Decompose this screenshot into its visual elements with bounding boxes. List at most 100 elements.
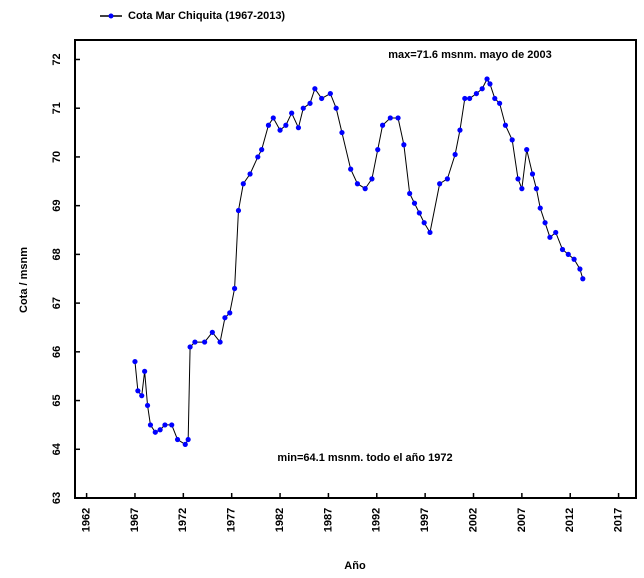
data-point xyxy=(416,210,422,216)
data-point xyxy=(492,95,498,102)
data-point xyxy=(142,368,148,374)
x-tick-label: 1972 xyxy=(177,508,189,532)
y-tick-label: 63 xyxy=(51,492,63,504)
x-axis-label: Año xyxy=(344,560,366,572)
data-point xyxy=(235,207,242,214)
data-point xyxy=(327,90,333,97)
data-point xyxy=(421,220,427,226)
data-point xyxy=(300,105,306,111)
data-point xyxy=(387,115,393,121)
data-point xyxy=(227,310,233,316)
data-point xyxy=(339,129,345,136)
data-point xyxy=(255,154,261,160)
data-point xyxy=(307,100,313,106)
data-point xyxy=(135,388,141,394)
y-tick-label: 66 xyxy=(51,346,63,358)
data-point xyxy=(162,422,168,428)
y-tick-label: 72 xyxy=(51,53,63,65)
data-point xyxy=(157,427,163,433)
data-point xyxy=(152,429,158,435)
data-point xyxy=(519,186,525,192)
data-point xyxy=(407,190,413,197)
data-point xyxy=(240,181,246,187)
data-point xyxy=(277,127,283,133)
y-axis-label: Cota / msnm xyxy=(18,247,30,313)
y-tick-label: 68 xyxy=(51,248,63,260)
x-tick-label: 2012 xyxy=(564,508,576,532)
data-point xyxy=(502,122,509,128)
data-point xyxy=(222,315,228,321)
data-point xyxy=(580,276,586,282)
data-point xyxy=(265,122,272,128)
data-point xyxy=(369,176,375,182)
data-point xyxy=(283,122,289,128)
data-point xyxy=(379,122,386,128)
x-tick-label: 1997 xyxy=(419,508,431,532)
data-point xyxy=(187,344,193,350)
x-tick-label: 1982 xyxy=(274,508,286,532)
legend-label: Cota Mar Chiquita (1967-2013) xyxy=(128,10,285,22)
data-point xyxy=(497,100,503,106)
data-point xyxy=(202,339,208,345)
data-point xyxy=(553,229,559,236)
x-tick-label: 1987 xyxy=(322,508,334,532)
annotation: min=64.1 msnm. todo el año 1972 xyxy=(277,452,452,464)
x-tick-label: 1967 xyxy=(129,508,141,532)
data-point xyxy=(362,186,368,192)
data-point xyxy=(542,220,548,226)
data-point xyxy=(427,229,433,236)
data-point xyxy=(533,186,539,192)
data-point xyxy=(319,95,325,102)
data-point xyxy=(484,76,490,82)
data-point xyxy=(312,86,318,92)
x-tick-label: 2002 xyxy=(467,508,479,532)
x-tick-label: 2007 xyxy=(516,508,528,532)
data-point xyxy=(462,95,468,102)
data-point xyxy=(182,441,188,448)
data-point xyxy=(147,422,154,428)
data-point xyxy=(509,137,515,143)
data-point xyxy=(467,95,473,102)
data-point xyxy=(515,176,521,182)
data-point xyxy=(457,127,463,133)
data-point xyxy=(295,125,302,131)
data-point xyxy=(348,166,354,172)
data-point xyxy=(209,329,215,335)
y-tick-label: 69 xyxy=(51,200,63,212)
series-line xyxy=(134,77,584,446)
data-point xyxy=(444,176,450,182)
y-tick-label: 65 xyxy=(51,394,63,406)
data-point xyxy=(524,147,530,153)
x-tick-label: 1977 xyxy=(226,508,238,532)
data-point xyxy=(571,256,577,262)
data-point xyxy=(565,251,571,257)
data-point xyxy=(132,358,138,365)
data-point xyxy=(231,285,238,292)
x-tick-label: 1992 xyxy=(371,508,383,532)
data-point xyxy=(401,142,407,148)
x-tick-label: 2017 xyxy=(612,508,624,532)
data-point xyxy=(354,181,361,187)
data-point xyxy=(547,234,553,240)
data-point xyxy=(375,147,381,153)
plot-frame xyxy=(74,39,637,499)
data-point xyxy=(185,436,191,443)
data-point xyxy=(437,181,443,187)
y-tick-label: 70 xyxy=(51,151,63,163)
data-point xyxy=(333,105,339,111)
data-point xyxy=(473,90,480,97)
data-point xyxy=(487,81,493,87)
data-point xyxy=(395,115,401,121)
data-point xyxy=(452,151,458,158)
y-tick-label: 64 xyxy=(51,442,63,455)
data-point xyxy=(139,393,145,399)
x-tick-label: 1962 xyxy=(81,508,93,532)
data-point xyxy=(169,422,175,428)
data-point xyxy=(289,110,295,116)
legend-marker xyxy=(108,13,114,19)
data-point xyxy=(479,86,485,92)
data-point xyxy=(192,339,198,345)
data-point xyxy=(270,115,276,121)
data-point xyxy=(217,339,223,345)
